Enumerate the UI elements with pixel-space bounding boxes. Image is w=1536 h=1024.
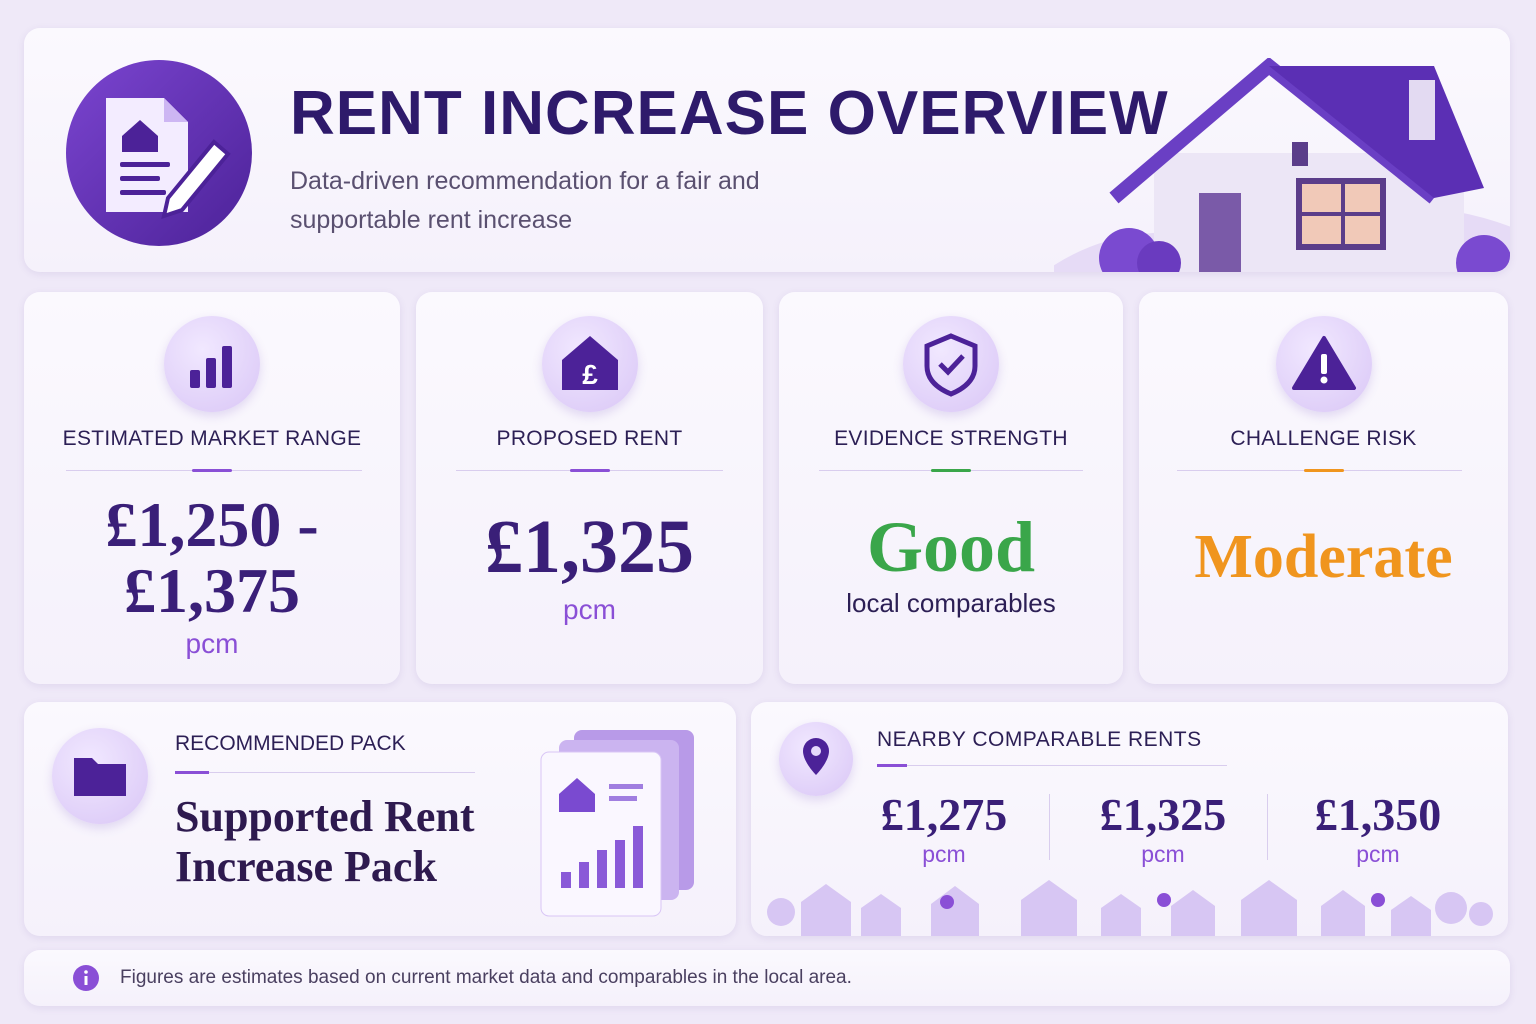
accent bbox=[931, 469, 971, 472]
house-illustration bbox=[1054, 58, 1510, 272]
accent bbox=[569, 469, 610, 472]
unit: pcm bbox=[1141, 841, 1185, 867]
pin-icon bbox=[779, 722, 853, 796]
folder-icon bbox=[52, 728, 148, 824]
footer-card: Figures are estimates based on current m… bbox=[24, 950, 1510, 1006]
accent bbox=[175, 771, 209, 774]
comparable: £1,350 pcm bbox=[1288, 788, 1468, 868]
market-range-card: ESTIMATED MARKET RANGE £1,250 - £1,375 p… bbox=[24, 292, 400, 684]
card-label: PROPOSED RENT bbox=[496, 427, 683, 450]
pack-label: RECOMMENDED PACK bbox=[175, 732, 406, 755]
risk-value: Moderate bbox=[1194, 523, 1453, 591]
card-label: CHALLENGE RISK bbox=[1230, 427, 1417, 450]
evidence-note: local comparables bbox=[846, 588, 1056, 618]
chart-icon bbox=[164, 316, 260, 412]
accent bbox=[877, 764, 907, 767]
title: RENT INCREASE OVERVIEW bbox=[290, 79, 1169, 148]
evidence-card: EVIDENCE STRENGTH Good local comparables bbox=[779, 292, 1123, 684]
street-illustration bbox=[767, 880, 1493, 936]
svg-text:£: £ bbox=[582, 359, 598, 390]
unit: pcm bbox=[563, 594, 616, 625]
unit: pcm bbox=[1356, 841, 1400, 867]
divider bbox=[877, 765, 1227, 766]
accent bbox=[1303, 469, 1344, 472]
risk-card: CHALLENGE RISK Moderate bbox=[1139, 292, 1508, 684]
range-low: £1,250 - bbox=[105, 489, 319, 560]
comparables-card: NEARBY COMPARABLE RENTS £1,275 pcm £1,32… bbox=[751, 702, 1508, 936]
comparables-label: NEARBY COMPARABLE RENTS bbox=[877, 728, 1202, 751]
comparable-value: £1,275 bbox=[880, 789, 1008, 840]
info-icon bbox=[73, 965, 99, 991]
proposed-value: £1,325 bbox=[485, 505, 694, 589]
warning-icon bbox=[1275, 316, 1372, 412]
unit: pcm bbox=[185, 628, 239, 659]
subtitle: Data-driven recommendation for a fair an… bbox=[290, 167, 760, 234]
card-label: EVIDENCE STRENGTH bbox=[834, 427, 1068, 450]
comparable: £1,325 pcm bbox=[1073, 788, 1253, 868]
pack-title: Supported Rent Increase Pack bbox=[175, 792, 475, 891]
card-label: ESTIMATED MARKET RANGE bbox=[62, 427, 362, 450]
proposed-rent-card: £ PROPOSED RENT £1,325 pcm bbox=[416, 292, 763, 684]
unit: pcm bbox=[922, 841, 966, 867]
comparable-value: £1,350 bbox=[1314, 789, 1442, 840]
accent bbox=[192, 469, 232, 472]
pound-icon: £ bbox=[541, 316, 638, 412]
header-icon bbox=[66, 60, 252, 246]
evidence-value: Good bbox=[866, 507, 1036, 587]
comparable-value: £1,325 bbox=[1099, 789, 1227, 840]
divider bbox=[175, 772, 475, 773]
separator bbox=[1049, 794, 1050, 860]
separator bbox=[1267, 794, 1268, 860]
range-high: £1,375 bbox=[124, 555, 300, 626]
shield-icon bbox=[903, 316, 999, 412]
footer-note: Figures are estimates based on current m… bbox=[120, 967, 852, 988]
pack-card: RECOMMENDED PACK Supported Rent Increase… bbox=[24, 702, 736, 936]
header-card: RENT INCREASE OVERVIEW Data-driven recom… bbox=[24, 28, 1510, 272]
comparable: £1,275 pcm bbox=[854, 788, 1034, 868]
pack-illustration bbox=[540, 730, 694, 917]
